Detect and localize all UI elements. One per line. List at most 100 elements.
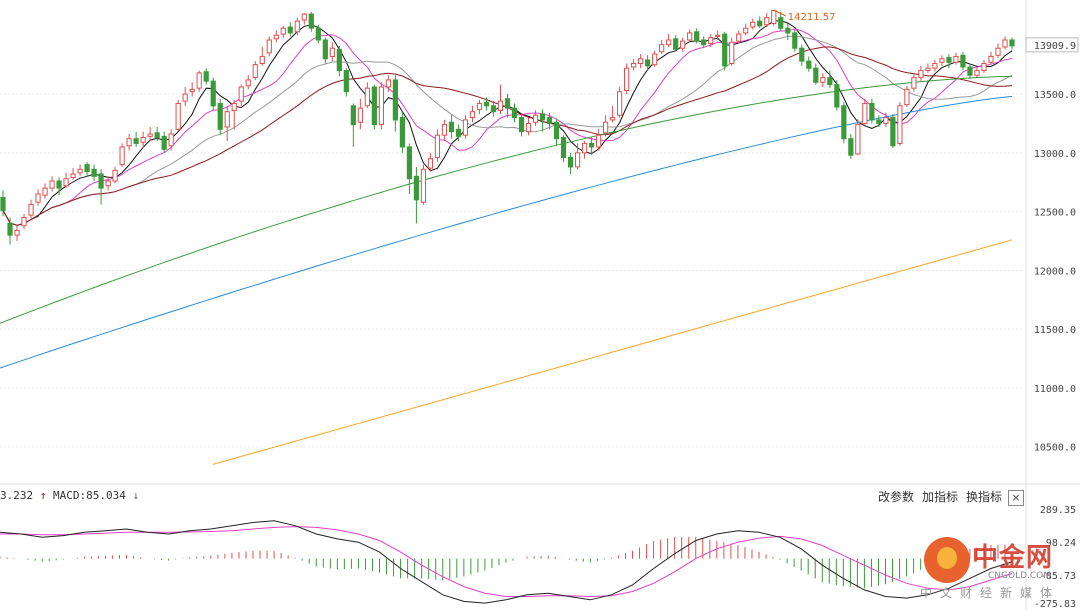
candle — [224, 105, 230, 142]
candle — [189, 82, 195, 97]
candle — [427, 152, 434, 172]
candle — [42, 183, 48, 199]
candle-body — [35, 193, 41, 203]
ma60-line — [0, 75, 1013, 324]
candle — [680, 37, 686, 52]
candle — [203, 68, 209, 85]
candle-body — [399, 117, 405, 148]
candle — [617, 86, 623, 118]
candle-body — [610, 117, 616, 121]
candle-body — [259, 55, 265, 64]
ma5-line — [2, 20, 1013, 226]
candle-body — [378, 86, 384, 126]
candle-body — [701, 39, 707, 46]
candle-body — [988, 55, 994, 63]
candle-body — [581, 142, 588, 154]
candle — [98, 169, 104, 205]
candle — [855, 118, 861, 156]
candle-body — [231, 102, 237, 112]
candle-body — [525, 122, 532, 133]
candle-body — [126, 138, 132, 147]
candle — [862, 98, 868, 126]
candle-body — [638, 58, 644, 64]
candle-body — [595, 134, 602, 148]
watermark-subtitle: 中文财经新媒体 — [920, 586, 1061, 600]
switch-indicator-button[interactable]: 换指标 — [966, 490, 1003, 504]
candle — [806, 56, 812, 72]
candle — [602, 115, 609, 137]
candle — [266, 36, 272, 57]
candle — [546, 112, 553, 130]
price-tick-label: 10500.0 — [1034, 443, 1076, 454]
watermark-name: 中金网 — [972, 543, 1054, 573]
candle-body — [385, 79, 391, 88]
candle-body — [729, 41, 735, 64]
max-pointer — [773, 9, 786, 17]
candle-body — [518, 117, 525, 133]
candle-body — [182, 93, 188, 102]
candle — [525, 117, 532, 136]
candle — [539, 109, 546, 132]
candle — [631, 58, 637, 71]
candle — [610, 105, 616, 123]
candle-body — [329, 47, 335, 57]
candle-body — [708, 37, 714, 44]
candle-body — [532, 114, 539, 123]
candle-body — [995, 47, 1001, 56]
candle-body — [694, 31, 700, 42]
candle — [140, 131, 146, 149]
candle — [105, 176, 111, 191]
candle — [869, 98, 875, 124]
candle-body — [336, 48, 342, 72]
candle — [231, 99, 237, 130]
close-indicator-button[interactable]: × — [1008, 490, 1024, 506]
candle-body — [602, 121, 609, 134]
macd-tick-label: -85.73 — [1040, 571, 1076, 582]
candle — [736, 30, 742, 44]
candle-body — [659, 44, 665, 53]
add-indicator-button[interactable]: 加指标 — [922, 490, 959, 504]
candle-body — [546, 117, 553, 124]
candle — [1002, 36, 1008, 50]
candle-body — [771, 9, 777, 25]
macd-tick-label: 289.35 — [1040, 505, 1076, 516]
candle — [119, 143, 125, 167]
candle — [385, 75, 391, 92]
candle — [133, 131, 139, 147]
candle — [624, 63, 630, 95]
candle-body — [560, 137, 567, 159]
candle-body — [427, 158, 434, 169]
candle — [14, 225, 20, 241]
candle — [392, 75, 398, 132]
candle — [820, 72, 826, 87]
candle — [154, 126, 160, 142]
ma20-line — [2, 35, 1013, 226]
candle — [91, 164, 97, 182]
candle-body — [238, 86, 244, 102]
candle-body — [855, 124, 861, 155]
edit-params-button[interactable]: 改参数 — [878, 490, 915, 504]
up-arrow-icon: ↑ — [39, 489, 47, 502]
candle — [652, 50, 658, 68]
candle-body — [147, 133, 153, 137]
candle-body — [371, 86, 377, 126]
candle — [988, 51, 994, 65]
candle — [659, 39, 665, 55]
candle-body — [105, 180, 111, 187]
candle-body — [455, 128, 462, 137]
candle — [322, 37, 328, 64]
candle — [813, 63, 819, 85]
last-price-box — [1025, 37, 1079, 53]
candle-body — [315, 27, 321, 41]
candle — [750, 18, 756, 30]
candle-body — [462, 119, 469, 136]
candle-body — [420, 168, 427, 203]
candle — [876, 115, 882, 127]
candle-body — [743, 27, 749, 34]
candle-body — [511, 107, 518, 119]
candle-body — [357, 107, 363, 123]
candle-body — [778, 17, 784, 29]
candle-body — [757, 20, 763, 27]
candle-body — [252, 64, 258, 79]
candle — [504, 94, 511, 118]
